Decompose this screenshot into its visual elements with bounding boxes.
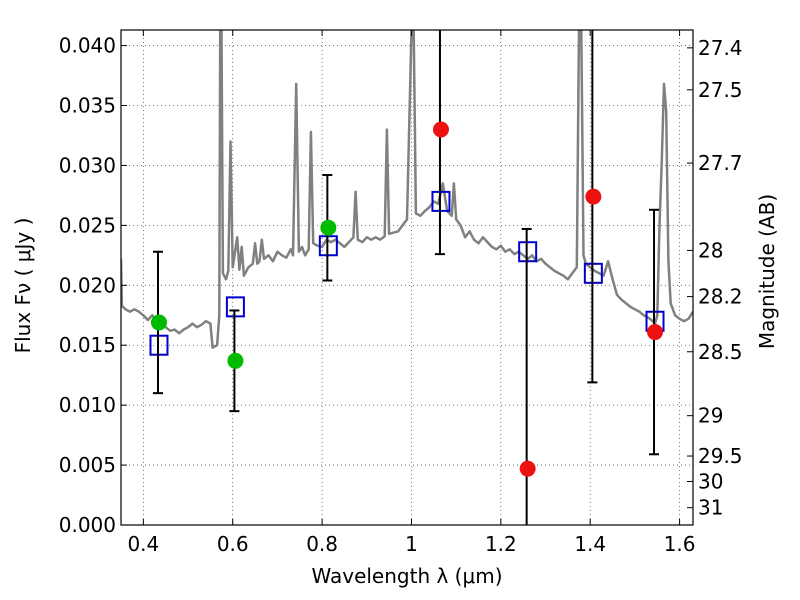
y2-tick-label: 29.5 (698, 444, 743, 468)
x-tick-label: 0.6 (217, 532, 249, 556)
x-tick-label: 1.4 (574, 532, 606, 556)
y-tick-label: 0.015 (59, 333, 116, 357)
y2-tick-label: 29 (698, 404, 723, 428)
y-axis-title: Flux Fν ( μJy ) (11, 218, 35, 354)
y2-tick-label: 30 (698, 469, 723, 493)
x-tick-label: 0.8 (306, 532, 338, 556)
y2-axis-title: Magnitude (AB) (755, 194, 779, 349)
y-tick-label: 0.025 (59, 213, 116, 237)
x-tick-label: 1.6 (664, 532, 696, 556)
x-axis-title: Wavelength λ (μm) (311, 564, 502, 588)
x-tick-label: 0.4 (127, 532, 159, 556)
y-tick-label: 0.030 (59, 153, 116, 177)
x-tick-label: 1.2 (485, 532, 517, 556)
observed-detected-point (227, 352, 244, 369)
y-tick-label: 0.040 (59, 34, 116, 58)
axis-ticks: 0.4 0.6 0.8 1 1.2 1.4 1.6 0.000 0.005 0.010 0.015 0… (59, 30, 743, 556)
y-tick-label: 0.000 (59, 513, 116, 537)
x-tick-label: 1 (405, 532, 418, 556)
plot-frame (120, 29, 694, 526)
y-tick-label: 0.035 (59, 94, 116, 118)
y2-tick-label: 27.5 (698, 78, 743, 102)
y2-tick-label: 28 (698, 238, 723, 262)
model-spectrum-line (121, 30, 693, 349)
y-tick-label: 0.020 (59, 273, 116, 297)
observed-undetected-point (432, 121, 449, 138)
plot-area (121, 30, 693, 525)
y2-tick-label: 27.4 (698, 36, 743, 60)
observed-undetected-point (585, 188, 602, 205)
y2-tick-label: 27.7 (698, 151, 743, 175)
y2-tick-label: 28.5 (698, 340, 743, 364)
y2-tick-label: 28.2 (698, 285, 743, 309)
observed-detected-point (320, 219, 337, 236)
observed-undetected-point (519, 460, 536, 477)
y-tick-label: 0.005 (59, 453, 116, 477)
y2-tick-label: 31 (698, 496, 723, 520)
observed-detected-point (150, 314, 167, 331)
observed-undetected-point (647, 324, 664, 341)
y-tick-label: 0.010 (59, 393, 116, 417)
